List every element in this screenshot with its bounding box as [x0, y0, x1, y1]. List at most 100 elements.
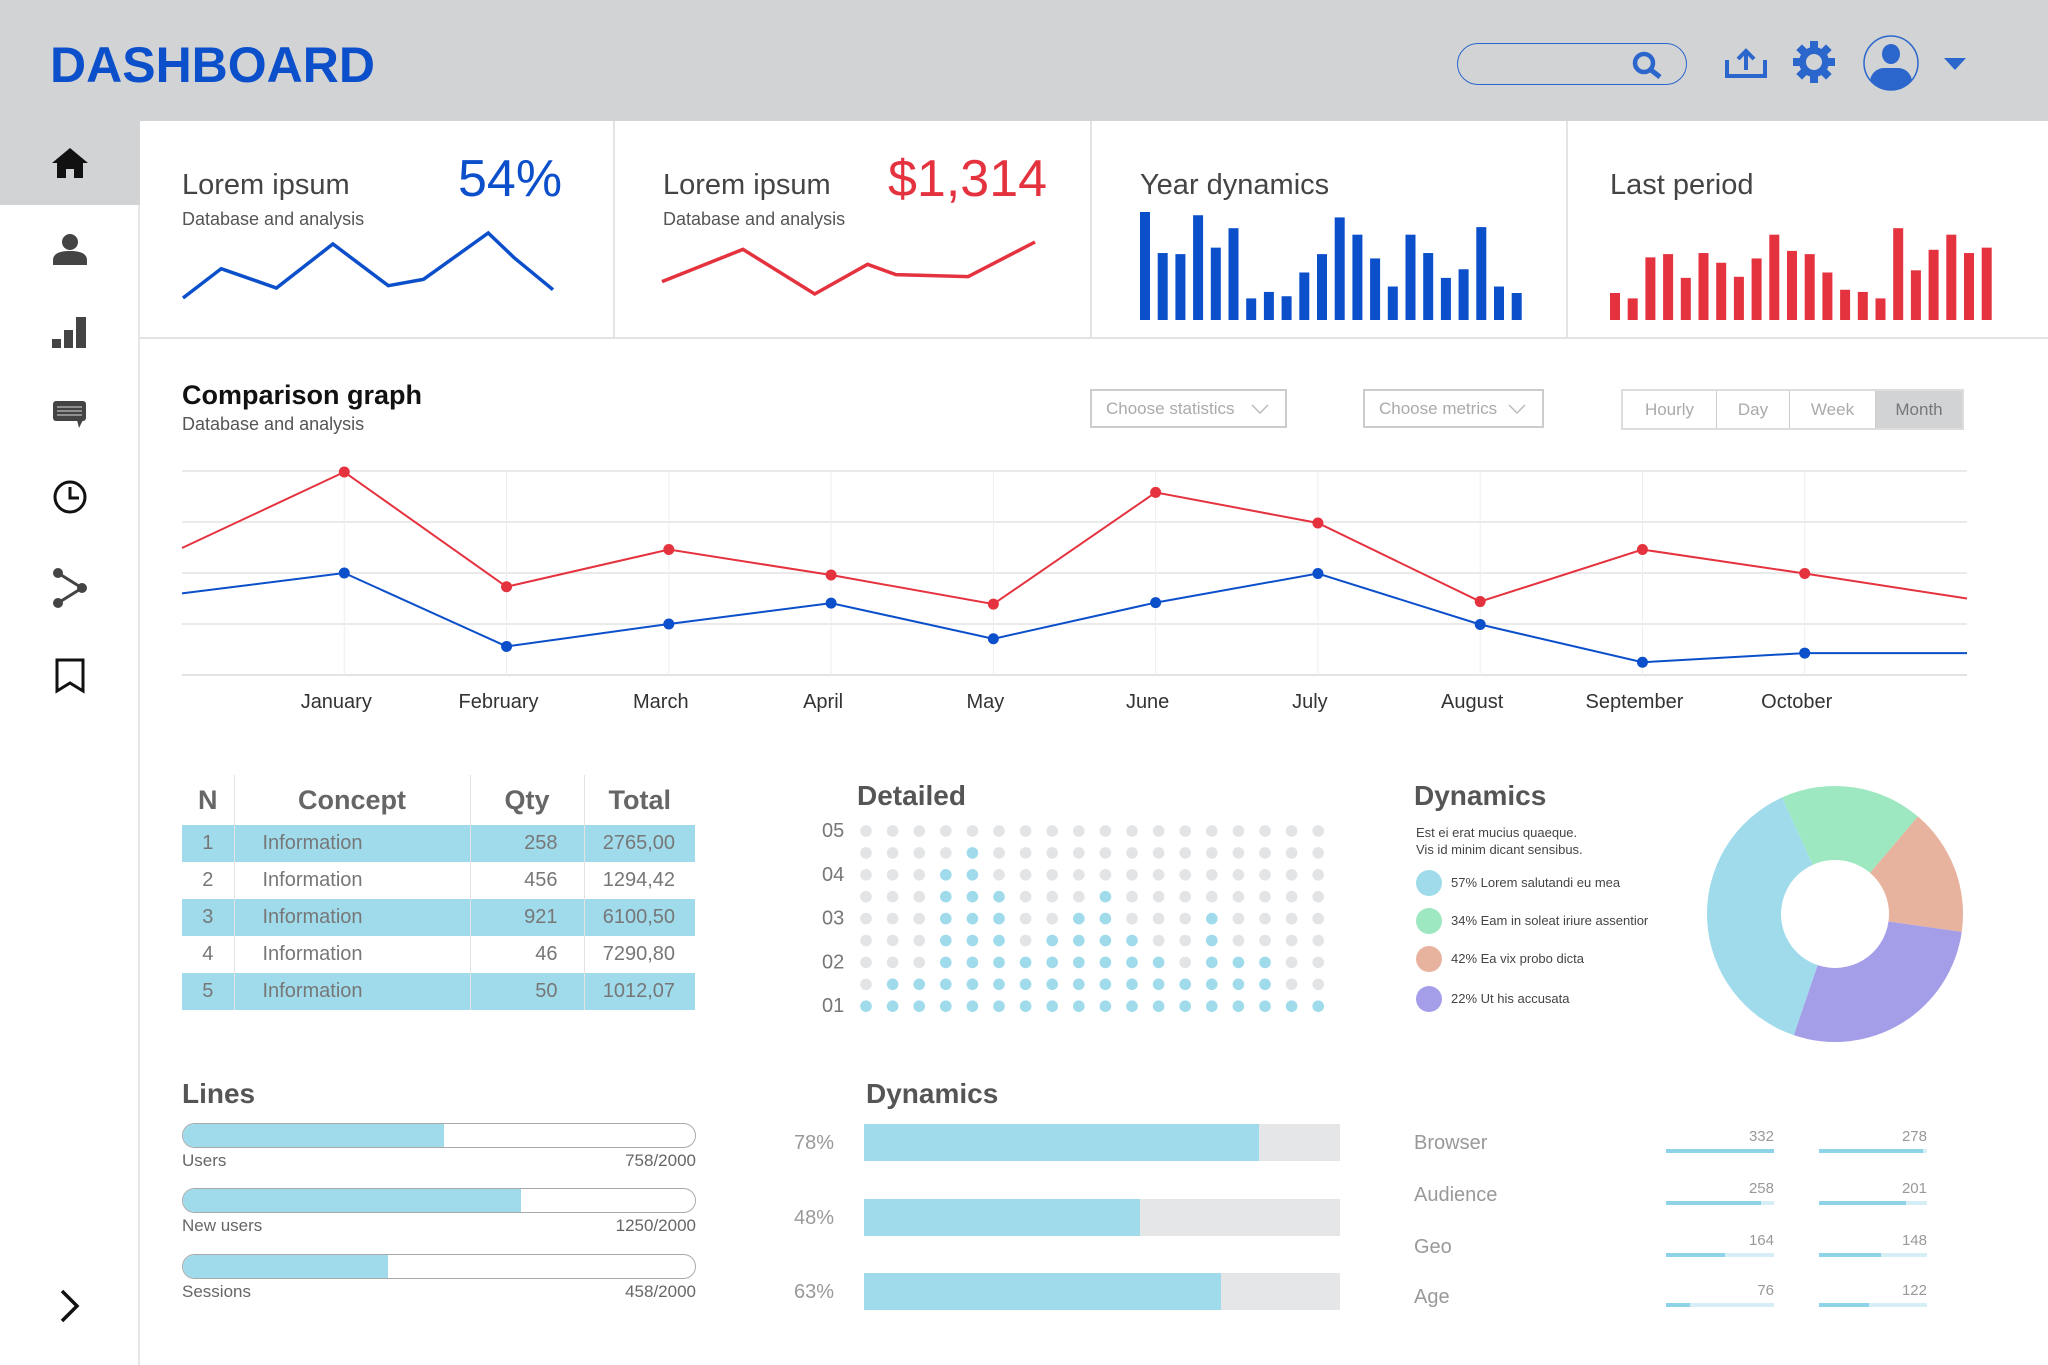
stat-label: Geo [1414, 1236, 1452, 1258]
dot [993, 934, 1005, 947]
table-cell: Information [234, 825, 471, 862]
dot [940, 978, 952, 991]
message-icon [53, 401, 86, 428]
dynamics-bar-fill [864, 1199, 1141, 1236]
stat-value: 76 [1757, 1282, 1774, 1299]
stat-bar-fill [1666, 1303, 1690, 1307]
dot [1152, 869, 1165, 881]
tab-week[interactable]: Week [1790, 391, 1876, 428]
dot [886, 869, 899, 881]
dot [1019, 978, 1032, 991]
table-cell: Information [234, 862, 471, 899]
col-concept: Concept [234, 775, 471, 825]
dot [1019, 956, 1032, 969]
x-tick-label: March [633, 691, 689, 713]
card-bar [1716, 262, 1727, 320]
tab-month[interactable]: Month [1876, 391, 1962, 428]
card-bar [1405, 234, 1416, 320]
x-tick-label: January [301, 691, 372, 713]
card-bar [1423, 253, 1434, 320]
card-bar [1751, 258, 1762, 320]
dropdown-label: Choose statistics [1106, 398, 1235, 418]
detailed-title: Detailed [857, 780, 966, 811]
tab-day[interactable]: Day [1717, 391, 1790, 428]
dot [1073, 869, 1085, 881]
table-row[interactable]: 1 Information 258 2765,00 [182, 825, 695, 862]
card-bar [1840, 289, 1851, 320]
dot [1099, 934, 1112, 947]
dynamics-bar [864, 1199, 1340, 1236]
gear-icon[interactable] [1792, 40, 1836, 84]
data-point [1799, 568, 1811, 580]
upload-icon[interactable] [1724, 46, 1768, 80]
table-row[interactable]: 2 Information 456 1294,42 [182, 862, 695, 899]
dot [1259, 847, 1271, 859]
dot [886, 956, 899, 969]
card-bar [1981, 247, 1992, 320]
card-bar [1511, 293, 1522, 320]
sidebar-item-home[interactable] [0, 121, 140, 205]
sidebar-item-history[interactable] [0, 455, 140, 539]
dot [913, 912, 925, 925]
stat-bar-fill [1666, 1149, 1774, 1153]
stat-bar [1819, 1303, 1927, 1307]
dot [913, 869, 925, 881]
dot [1046, 912, 1058, 925]
sidebar-expand-button[interactable] [0, 1264, 140, 1348]
data-point [825, 569, 837, 581]
card-title: Last period [1610, 169, 1754, 201]
card-bar [1175, 254, 1186, 320]
table-row[interactable]: 3 Information 921 6100,50 [182, 899, 695, 936]
dynamics-bar-label: 78% [794, 1132, 835, 1154]
tab-hourly[interactable]: Hourly [1623, 391, 1717, 428]
sparkline [181, 230, 555, 300]
sidebar-item-stats[interactable] [0, 291, 140, 375]
avatar-icon[interactable] [1862, 34, 1920, 92]
dot [913, 847, 925, 859]
metrics-dropdown[interactable]: Choose metrics [1363, 389, 1544, 428]
caret-down-icon[interactable] [1944, 58, 1966, 70]
series-line [181, 571, 1967, 664]
dot [1312, 1000, 1324, 1012]
dynamics-bar [864, 1273, 1340, 1310]
sidebar-item-messages[interactable] [0, 373, 140, 457]
stat-bar-fill [1666, 1201, 1762, 1205]
comparison-line-chart: January February March April May June July Augu… [181, 466, 1968, 713]
card-bar [1140, 212, 1150, 320]
dot [1126, 890, 1138, 903]
dot [966, 1000, 979, 1012]
table-row[interactable]: 5 Information 50 1012,07 [182, 973, 695, 1010]
stat-bar [1819, 1201, 1927, 1205]
statistics-dropdown[interactable]: Choose statistics [1090, 389, 1287, 428]
dot [860, 869, 872, 881]
table-row[interactable]: 4 Information 46 7290,80 [182, 936, 695, 973]
dot [1259, 934, 1271, 947]
dot [1046, 934, 1058, 947]
dot [1046, 956, 1058, 969]
dot [860, 912, 872, 925]
sidebar-item-users[interactable] [0, 207, 140, 291]
dot [1206, 890, 1218, 903]
sidebar-item-bookmarks[interactable] [0, 634, 140, 718]
dot [1285, 890, 1298, 903]
dot [1285, 956, 1298, 969]
legend-swatch [1416, 870, 1442, 896]
legend-swatch [1416, 986, 1442, 1012]
progress-value: 458/2000 [625, 1282, 696, 1301]
legend-label: 22% Ut his accusata [1451, 991, 1570, 1006]
data-point [1474, 596, 1486, 608]
sidebar-item-share[interactable] [0, 546, 140, 630]
comparison-subtitle: Database and analysis [182, 414, 365, 434]
progress-value: 1250/2000 [615, 1216, 696, 1235]
stat-value: 148 [1901, 1232, 1927, 1249]
search-input[interactable] [1457, 43, 1687, 85]
card-bar [1857, 291, 1868, 320]
dynamics-bar-label: 63% [794, 1281, 835, 1303]
legend-label: 42% Ea vix probo dicta [1451, 951, 1584, 966]
dot [913, 934, 925, 947]
dot [1259, 869, 1271, 881]
search-icon[interactable] [1630, 50, 1666, 80]
card-bar [1627, 298, 1638, 320]
data-point [825, 597, 837, 609]
dot [966, 912, 979, 925]
